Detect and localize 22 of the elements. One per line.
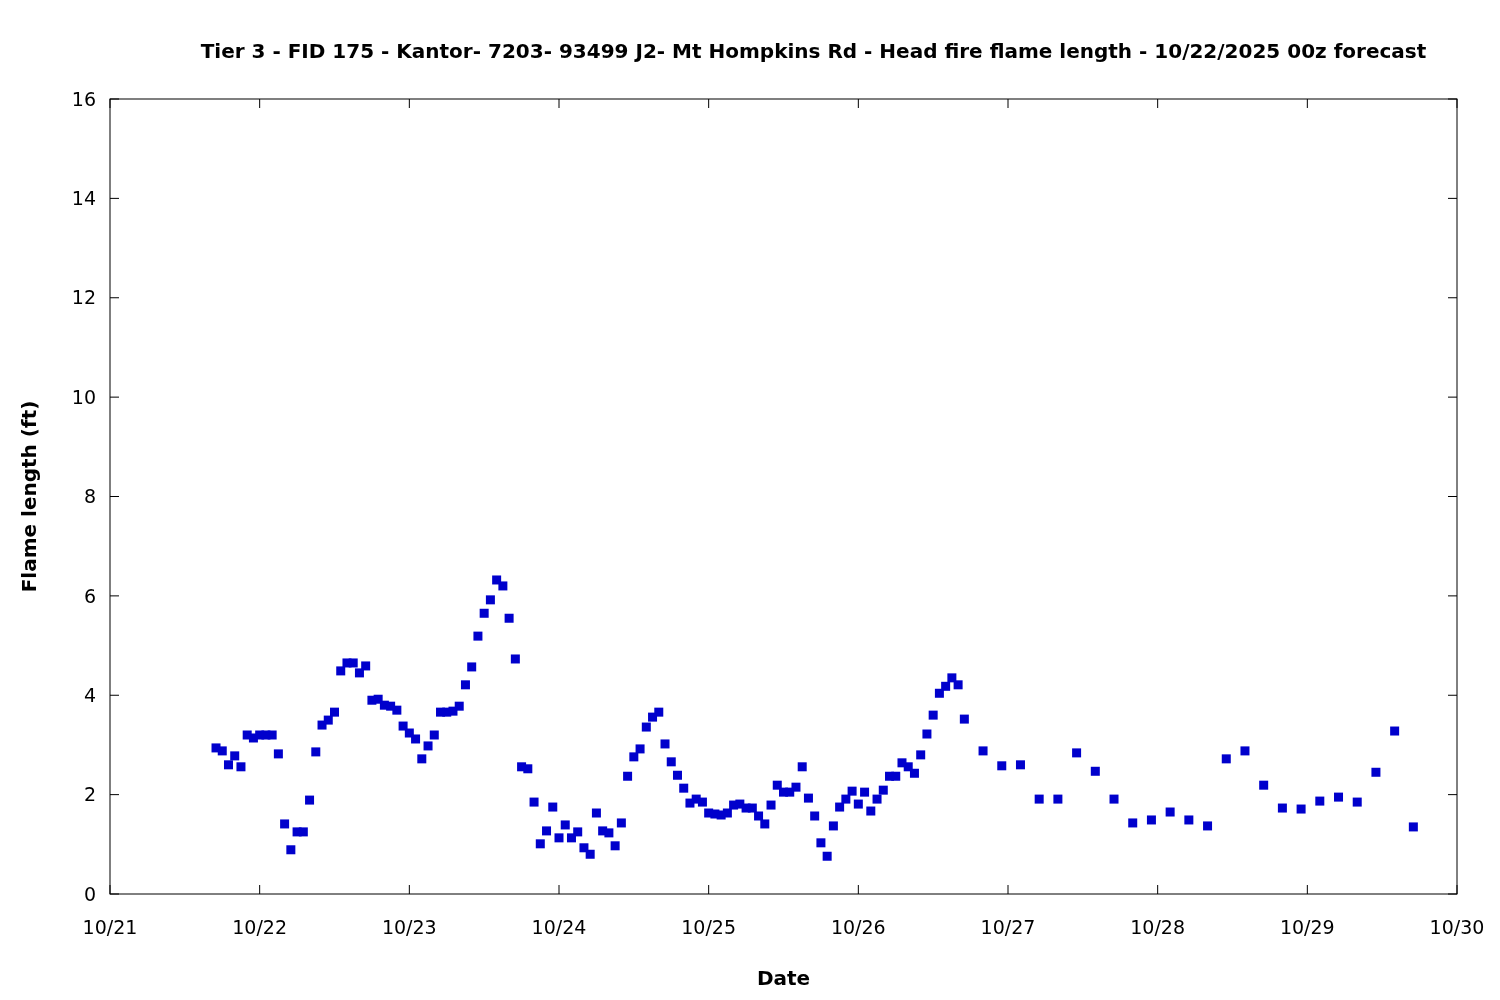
- x-axis-title: Date: [756, 966, 811, 990]
- x-tick-label: 10/28: [1130, 916, 1186, 938]
- x-tick-label: 10/21: [82, 916, 138, 938]
- x-tick-label: 10/25: [681, 916, 737, 938]
- x-tick-label: 10/23: [381, 916, 437, 938]
- x-tick-label: 10/29: [1279, 916, 1335, 938]
- x-tick-label: 10/24: [531, 916, 587, 938]
- y-tick-label: 4: [83, 683, 96, 706]
- y-tick-label: 0: [83, 882, 96, 905]
- y-tick-label: 6: [83, 584, 96, 607]
- x-tick-label: 10/30: [1429, 916, 1485, 938]
- x-tick-label: 10/26: [830, 916, 886, 938]
- y-tick-label: 12: [71, 286, 96, 309]
- y-tick-label: 14: [71, 187, 96, 210]
- y-axis-title: Flame length (ft): [17, 400, 41, 593]
- x-tick-label: 10/22: [232, 916, 288, 938]
- chart-title: Tier 3 - FID 175 - Kantor- 7203- 93499 J2- Mt Hompkins Rd - Head fire flame length - 10/22/2025 00z forecast: [200, 39, 1427, 63]
- y-tick-label: 16: [71, 87, 96, 110]
- y-tick-label: 8: [83, 485, 96, 508]
- y-tick-label: 10: [71, 385, 96, 408]
- y-tick-label: 2: [83, 783, 96, 806]
- x-tick-label: 10/27: [980, 916, 1036, 938]
